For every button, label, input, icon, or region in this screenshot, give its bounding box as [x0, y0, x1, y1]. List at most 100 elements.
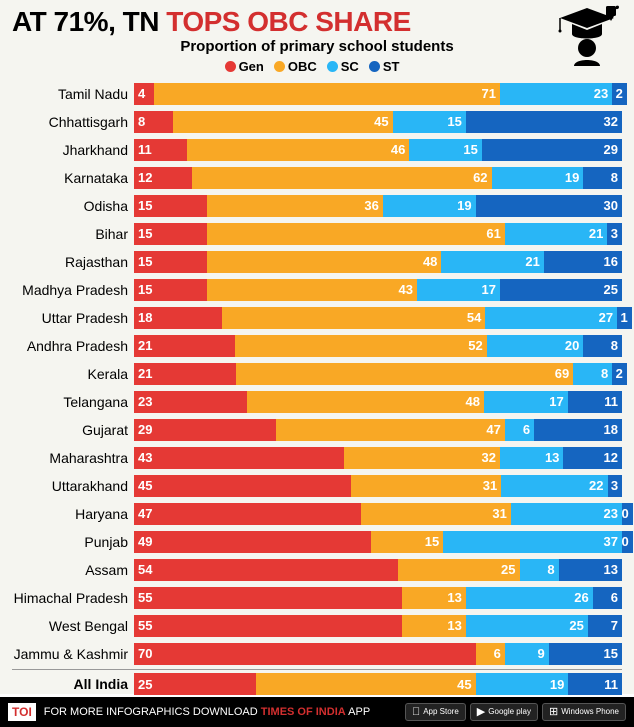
bar-segment-sc: 15 [409, 139, 481, 161]
state-row: Andhra Pradesh2152208 [12, 333, 622, 358]
state-row: Karnataka1262198 [12, 165, 622, 190]
bar-segment-gen: 15 [134, 251, 207, 273]
bar-segment-gen: 45 [134, 475, 351, 497]
row-label: Tamil Nadu [12, 86, 134, 102]
row-label: Uttar Pradesh [12, 310, 134, 326]
state-row: Gujarat2947618 [12, 417, 622, 442]
bar-segment-obc: 15 [371, 531, 443, 553]
infographic-container: AT 71%, TN TOPS OBC SHARE Proportion of … [0, 0, 634, 694]
bar-segment-sc: 20 [487, 335, 584, 357]
subtitle-wrap: Proportion of primary school students Ge… [12, 38, 622, 75]
stacked-bar: 5513257 [134, 615, 622, 637]
legend-item: Gen [225, 59, 264, 74]
footer-bar: TOI FOR MORE INFOGRAPHICS DOWNLOAD TIMES… [0, 697, 634, 727]
bar-segment-obc: 32 [344, 447, 500, 469]
bar-segment-sc: 23 [500, 83, 612, 105]
bar-segment-st: 16 [544, 251, 622, 273]
bar-segment-sc: 23 [511, 503, 622, 525]
bar-segment-st: 18 [534, 419, 622, 441]
footer-text: FOR MORE INFOGRAPHICS DOWNLOAD TIMES OF … [44, 706, 370, 718]
bar-segment-gen: 12 [134, 167, 192, 189]
bar-segment-st: 32 [466, 111, 622, 133]
stacked-bar: 2947618 [134, 419, 622, 441]
state-row: Tamil Nadu471232 [12, 81, 622, 106]
main-title: AT 71%, TN TOPS OBC SHARE [12, 8, 622, 36]
stacked-bar: 15482116 [134, 251, 622, 273]
bar-segment-sc: 25 [466, 615, 588, 637]
row-label: Odisha [12, 198, 134, 214]
store-badge[interactable]: ▶Google play [470, 703, 538, 721]
bar-segment-obc: 36 [207, 195, 383, 217]
stacked-bar: 1262198 [134, 167, 622, 189]
bar-segment-st: 2 [612, 83, 627, 105]
bar-segment-gen: 21 [134, 335, 235, 357]
bar-segment-st: 15 [549, 643, 622, 665]
bar-segment-gen: 8 [134, 111, 173, 133]
bar-segment-obc: 61 [207, 223, 505, 245]
stacked-bar: 216982 [134, 363, 622, 385]
bar-segment-gen: 43 [134, 447, 344, 469]
store-badge[interactable]: App Store [405, 703, 466, 721]
stacked-bar: 23481711 [134, 391, 622, 413]
bar-segment-gen: 18 [134, 307, 222, 329]
row-label: Assam [12, 562, 134, 578]
row-label: Andhra Pradesh [12, 338, 134, 354]
bar-segment-st: 8 [583, 335, 622, 357]
row-label: Uttarakhand [12, 478, 134, 494]
state-row: Punjab4915370 [12, 529, 622, 554]
bar-segment-st: 3 [607, 223, 622, 245]
bar-segment-obc: 25 [398, 559, 520, 581]
legend-item: OBC [274, 59, 317, 74]
legend-label: ST [383, 59, 400, 74]
bar-segment-sc: 19 [476, 673, 569, 695]
bar-segment-obc: 69 [236, 363, 573, 385]
stacked-bar: 5513266 [134, 587, 622, 609]
row-label: Jharkhand [12, 142, 134, 158]
bar-segment-obc: 48 [247, 391, 484, 413]
bar-segment-st: 0 [622, 503, 633, 525]
legend-label: Gen [239, 59, 264, 74]
state-row: Uttar Pradesh1854271 [12, 305, 622, 330]
bar-segment-st: 8 [583, 167, 622, 189]
bar-segment-obc: 13 [402, 615, 465, 637]
row-label: All India [12, 676, 134, 692]
stacked-bar: 43321312 [134, 447, 622, 469]
bar-segment-obc: 54 [222, 307, 486, 329]
stacked-bar: 706915 [134, 643, 622, 665]
row-label: Madhya Pradesh [12, 282, 134, 298]
bar-segment-obc: 71 [154, 83, 500, 105]
store-label: Google play [488, 708, 531, 717]
bar-segment-st: 11 [568, 391, 622, 413]
row-label: Telangana [12, 394, 134, 410]
store-icon: ▶ [477, 706, 485, 718]
bar-segment-gen: 54 [134, 559, 398, 581]
bar-segment-gen: 25 [134, 673, 256, 695]
bar-segment-obc: 46 [187, 139, 409, 161]
state-row: Telangana23481711 [12, 389, 622, 414]
bar-segment-obc: 47 [276, 419, 505, 441]
row-label: Haryana [12, 506, 134, 522]
bar-segment-gen: 4 [134, 83, 154, 105]
subtitle: Proportion of primary school students [12, 38, 622, 55]
state-row: Jammu & Kashmir706915 [12, 641, 622, 666]
row-label: Gujarat [12, 422, 134, 438]
bar-segment-sc: 8 [573, 363, 612, 385]
bar-segment-gen: 21 [134, 363, 236, 385]
state-row: West Bengal5513257 [12, 613, 622, 638]
legend-swatch [274, 61, 285, 72]
legend-swatch [327, 61, 338, 72]
stacked-bar-chart: Tamil Nadu471232Chhattisgarh8451532Jhark… [12, 81, 622, 694]
graduate-icon [552, 4, 622, 71]
bar-segment-sc: 13 [500, 447, 563, 469]
bar-segment-obc: 52 [235, 335, 486, 357]
bar-segment-gen: 15 [134, 279, 207, 301]
store-badge[interactable]: ⊞Windows Phone [542, 703, 626, 721]
bar-segment-obc: 13 [402, 587, 465, 609]
bar-segment-obc: 45 [173, 111, 393, 133]
stacked-bar: 4531223 [134, 475, 622, 497]
bar-segment-sc: 19 [492, 167, 584, 189]
row-label: West Bengal [12, 618, 134, 634]
bar-segment-st: 11 [568, 673, 622, 695]
bar-segment-st: 13 [559, 559, 622, 581]
bar-segment-gen: 55 [134, 587, 402, 609]
